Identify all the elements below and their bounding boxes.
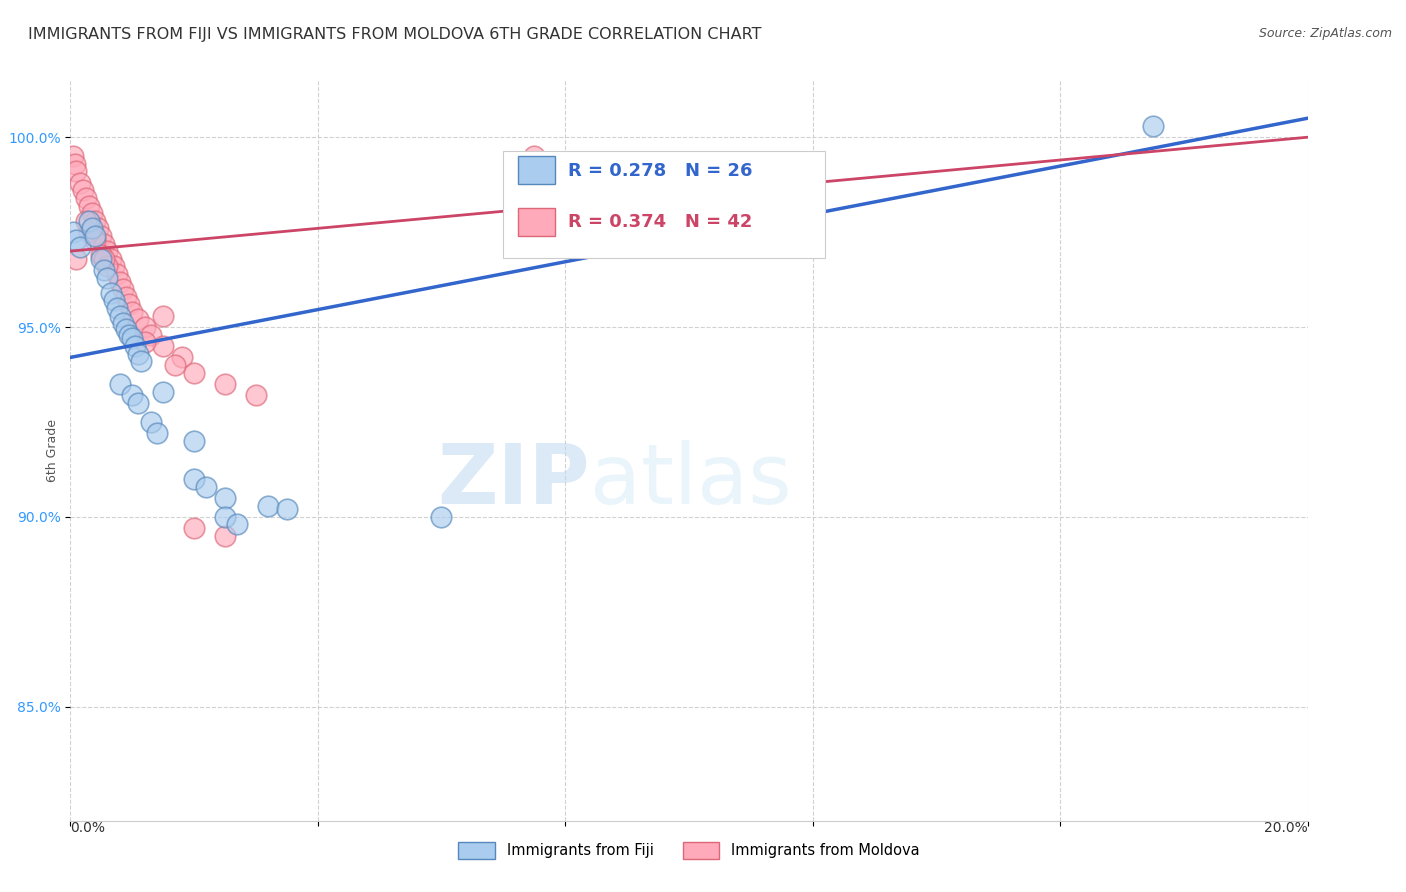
Point xyxy=(105,301,128,315)
FancyBboxPatch shape xyxy=(519,156,555,184)
Point xyxy=(127,396,149,410)
Point xyxy=(103,293,125,308)
Point xyxy=(80,221,103,235)
Point xyxy=(131,354,153,368)
Point xyxy=(214,377,236,392)
Y-axis label: 6th Grade: 6th Grade xyxy=(46,419,59,482)
Point xyxy=(195,479,218,493)
Point xyxy=(134,320,156,334)
Point xyxy=(121,331,143,345)
Point xyxy=(80,206,103,220)
Point xyxy=(430,509,453,524)
Point xyxy=(139,327,162,342)
Point xyxy=(108,275,131,289)
Text: IMMIGRANTS FROM FIJI VS IMMIGRANTS FROM MOLDOVA 6TH GRADE CORRELATION CHART: IMMIGRANTS FROM FIJI VS IMMIGRANTS FROM … xyxy=(28,27,762,42)
Point xyxy=(96,260,118,274)
Point xyxy=(77,198,100,212)
Text: Source: ZipAtlas.com: Source: ZipAtlas.com xyxy=(1258,27,1392,40)
Point xyxy=(84,229,107,244)
Point xyxy=(121,305,143,319)
Text: R = 0.278   N = 26: R = 0.278 N = 26 xyxy=(568,161,752,179)
FancyBboxPatch shape xyxy=(503,151,825,258)
Point xyxy=(75,213,97,227)
Point xyxy=(115,322,138,336)
Point xyxy=(93,236,115,251)
Point xyxy=(103,260,125,274)
Point xyxy=(93,252,115,266)
Point xyxy=(139,415,162,429)
Point xyxy=(65,164,87,178)
Legend: Immigrants from Fiji, Immigrants from Moldova: Immigrants from Fiji, Immigrants from Mo… xyxy=(453,836,925,865)
Point xyxy=(214,491,236,505)
Point xyxy=(152,309,174,323)
Text: 20.0%: 20.0% xyxy=(1264,821,1308,835)
Point xyxy=(146,426,169,441)
Text: 0.0%: 0.0% xyxy=(70,821,105,835)
Point xyxy=(84,233,107,247)
Point xyxy=(134,335,156,350)
Text: ZIP: ZIP xyxy=(437,440,591,521)
Point xyxy=(214,529,236,543)
Point xyxy=(257,499,280,513)
Point xyxy=(152,384,174,399)
Point xyxy=(75,191,97,205)
Point xyxy=(65,157,87,171)
Point xyxy=(105,267,128,281)
Point xyxy=(111,282,134,296)
Point xyxy=(127,312,149,326)
Point xyxy=(108,309,131,323)
Point xyxy=(276,502,298,516)
Point xyxy=(165,358,187,372)
Point xyxy=(124,339,146,353)
Point xyxy=(90,248,112,262)
Point xyxy=(65,252,87,266)
Point xyxy=(100,252,122,266)
Point xyxy=(183,472,205,486)
Point xyxy=(214,509,236,524)
Point xyxy=(121,388,143,402)
Point xyxy=(96,270,118,285)
Point xyxy=(93,263,115,277)
Point xyxy=(65,233,87,247)
Point xyxy=(183,434,205,448)
Point xyxy=(100,285,122,300)
Point xyxy=(118,297,141,311)
FancyBboxPatch shape xyxy=(519,208,555,235)
Point xyxy=(118,327,141,342)
Point xyxy=(69,176,91,190)
Point xyxy=(77,225,100,239)
Point xyxy=(69,240,91,254)
Point xyxy=(84,213,107,227)
Point xyxy=(111,316,134,330)
Point xyxy=(96,244,118,259)
Point xyxy=(1142,119,1164,133)
Point xyxy=(90,252,112,266)
Point xyxy=(226,517,249,532)
Point xyxy=(108,377,131,392)
Point xyxy=(170,351,193,365)
Point xyxy=(90,229,112,244)
Point xyxy=(183,521,205,535)
Point xyxy=(183,366,205,380)
Text: R = 0.374   N = 42: R = 0.374 N = 42 xyxy=(568,213,752,231)
Point xyxy=(523,149,546,163)
Point xyxy=(62,225,84,239)
Point xyxy=(127,346,149,360)
Point xyxy=(245,388,267,402)
Point xyxy=(62,149,84,163)
Text: atlas: atlas xyxy=(591,440,792,521)
Point xyxy=(152,339,174,353)
Point xyxy=(77,213,100,227)
Point xyxy=(72,183,94,197)
Point xyxy=(115,290,138,304)
Point xyxy=(87,221,110,235)
